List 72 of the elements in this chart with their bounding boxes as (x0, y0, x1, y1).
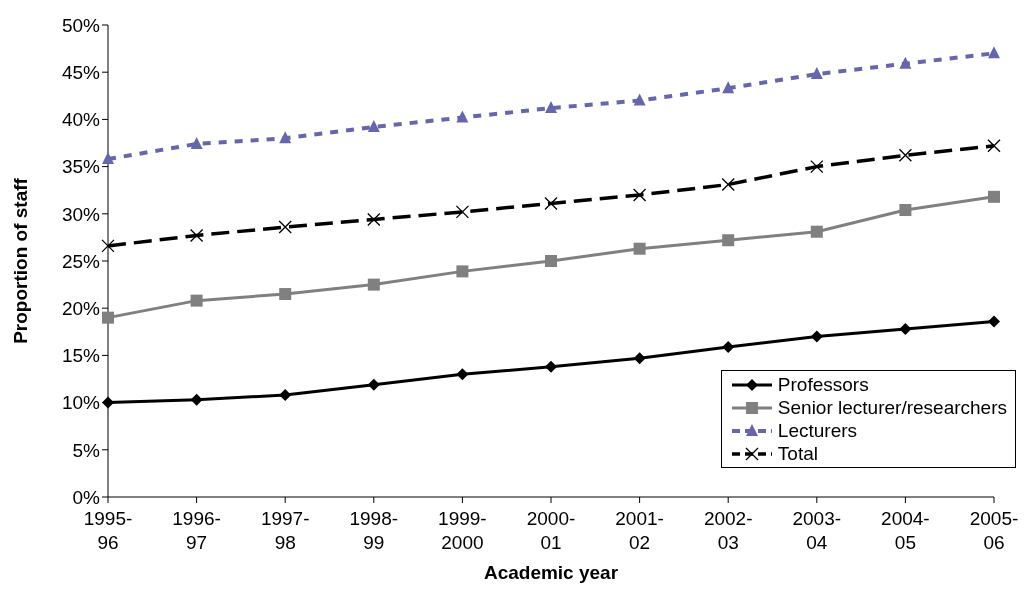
point (456, 110, 469, 123)
point (899, 322, 912, 335)
x-tick-label: 1997-98 (260, 508, 310, 553)
x-tick-label: 2005-06 (969, 508, 1019, 553)
point (722, 340, 735, 353)
point (633, 352, 646, 365)
x-tick-label: 1996-97 (172, 508, 221, 553)
x-axis-title: Academic year (483, 562, 619, 583)
point (810, 225, 823, 238)
point (367, 278, 380, 291)
y-tick-label: 30% (61, 203, 101, 225)
point (988, 190, 1000, 203)
point (633, 242, 646, 255)
point (102, 152, 114, 165)
point (190, 294, 203, 307)
point (988, 46, 1000, 59)
x-tick-label: 2004-05 (881, 508, 930, 553)
y-tick-label: 45% (61, 61, 101, 83)
point (367, 119, 380, 132)
point (810, 330, 823, 343)
x-tick-label: 1998-99 (349, 508, 399, 553)
point (455, 205, 470, 219)
y-tick-label: 50% (61, 14, 101, 36)
y-tick-label: 10% (61, 392, 101, 414)
legend-label: Professors (777, 373, 869, 396)
y-tick-label: 0% (72, 486, 101, 508)
point (102, 396, 114, 409)
point (190, 136, 203, 149)
point (279, 288, 292, 301)
point (190, 393, 203, 406)
point (367, 378, 380, 391)
point (279, 131, 292, 144)
point (633, 93, 646, 106)
point (456, 265, 469, 278)
point (367, 212, 381, 227)
legend-label: Senior lecturer/researchers (777, 396, 1007, 419)
point (545, 360, 557, 373)
point (102, 311, 114, 324)
y-tick-label: 25% (61, 250, 101, 272)
point (632, 188, 647, 202)
legend-label: Lecturers (777, 419, 858, 442)
point (545, 255, 557, 267)
y-axis-title: Proportion of staff (9, 177, 31, 344)
y-tick-label: 15% (61, 345, 101, 367)
y-tick-label: 40% (61, 109, 101, 131)
point (189, 228, 204, 243)
x-tick-label: 2000-01 (526, 508, 576, 553)
point (278, 220, 292, 234)
y-tick-label: 20% (61, 297, 101, 319)
point (810, 159, 824, 174)
x-tick-label: 2003-04 (792, 508, 842, 553)
point (545, 101, 557, 114)
x-tick-label: 1999-2000 (438, 508, 487, 553)
point (721, 177, 735, 192)
point (279, 389, 292, 402)
point (988, 315, 1000, 328)
x-tick-label: 2001-02 (615, 508, 664, 553)
y-tick-label: 5% (72, 439, 101, 461)
legend-label: Total (777, 442, 818, 465)
point (544, 196, 558, 211)
point (722, 81, 735, 94)
point (101, 239, 115, 253)
point (722, 234, 735, 247)
point (987, 139, 1001, 153)
y-tick-label: 35% (61, 156, 101, 178)
point (899, 204, 912, 217)
x-tick-label: 1995-96 (83, 508, 133, 553)
point (899, 56, 912, 69)
point (456, 368, 469, 381)
point (898, 148, 913, 162)
x-tick-label: 2002-03 (703, 508, 753, 553)
point (810, 67, 823, 80)
